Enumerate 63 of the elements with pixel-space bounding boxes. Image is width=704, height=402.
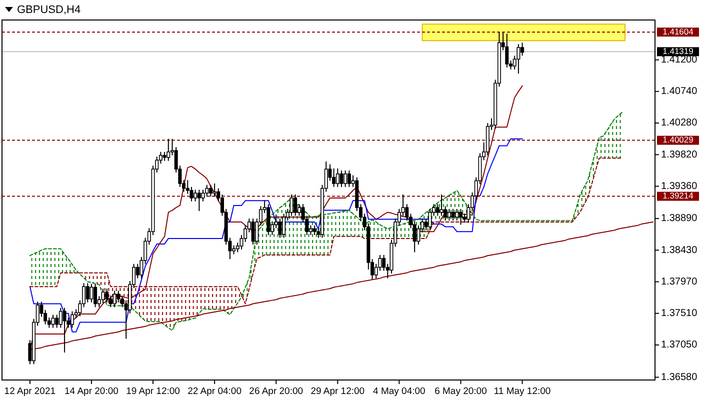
x-tick-label: 29 Apr 12:00 xyxy=(310,386,365,397)
candlestick xyxy=(116,290,120,303)
candlestick xyxy=(336,168,340,188)
candlestick xyxy=(55,314,59,328)
y-tick-label: 1.40740 xyxy=(661,86,698,98)
candlestick xyxy=(194,189,198,202)
candlestick xyxy=(459,208,462,226)
candlestick xyxy=(62,307,66,354)
x-tick-label: 4 May 04:00 xyxy=(373,386,426,397)
candlestick xyxy=(332,168,336,188)
candlestick xyxy=(344,170,348,188)
candlestick xyxy=(201,189,205,202)
x-tick-label: 12 Apr 2021 xyxy=(4,386,56,397)
x-tick-label: 11 May 12:00 xyxy=(494,386,551,397)
y-tick-label: 1.37510 xyxy=(661,308,698,319)
candlestick xyxy=(516,44,520,74)
candlestick xyxy=(94,283,98,308)
candlestick xyxy=(251,218,255,246)
candlestick xyxy=(412,220,416,253)
ref-line-label: 1.39214 xyxy=(662,190,694,201)
candlestick xyxy=(282,213,286,238)
x-tick-label: 6 May 20:00 xyxy=(434,386,487,397)
x-tick-label: 19 Apr 12:00 xyxy=(126,386,180,397)
candlestick xyxy=(112,290,116,308)
candlestick xyxy=(294,194,298,216)
candlestick xyxy=(86,282,90,303)
y-tick-label: 1.38890 xyxy=(661,213,698,224)
candlestick xyxy=(447,208,451,222)
candlestick xyxy=(208,184,212,198)
y-tick-label: 1.37970 xyxy=(661,276,698,288)
candlestick xyxy=(416,224,420,246)
ref-line-label: 1.41604 xyxy=(662,26,694,36)
x-tick-label: 22 Apr 04:00 xyxy=(188,386,242,397)
candlestick xyxy=(312,224,316,236)
x-tick-label: 26 Apr 20:00 xyxy=(249,386,304,397)
candlestick xyxy=(290,194,294,216)
candlestick xyxy=(455,208,459,222)
candlestick xyxy=(197,189,201,212)
y-tick-label: 1.40280 xyxy=(661,118,698,129)
candlestick xyxy=(505,33,509,68)
candlestick xyxy=(451,208,455,222)
y-tick-label: 1.39820 xyxy=(661,149,698,160)
candlestick xyxy=(347,170,351,188)
candlestick xyxy=(70,310,74,328)
y-tick-label: 1.38430 xyxy=(661,244,698,256)
candlestick xyxy=(90,283,94,303)
ref-line-label: 1.41319 xyxy=(662,46,694,56)
x-tick-label: 14 Apr 20:00 xyxy=(64,386,118,397)
y-tick-label: 1.37050 xyxy=(661,340,698,351)
candlestick xyxy=(440,194,444,216)
chart-title: GBPUSD,H4 xyxy=(17,4,81,16)
candlestick xyxy=(101,288,105,304)
candlestick xyxy=(428,208,432,231)
candlestick xyxy=(205,184,209,198)
ref-line-label: 1.40029 xyxy=(662,134,694,145)
candlestick xyxy=(166,138,170,162)
candlestick xyxy=(212,183,216,198)
candlestick xyxy=(520,42,524,56)
y-tick-label: 1.39360 xyxy=(661,180,698,192)
y-tick-label: 1.36580 xyxy=(661,372,698,383)
candlestick xyxy=(105,288,109,303)
line-series xyxy=(29,138,523,332)
candlestick xyxy=(278,218,282,238)
